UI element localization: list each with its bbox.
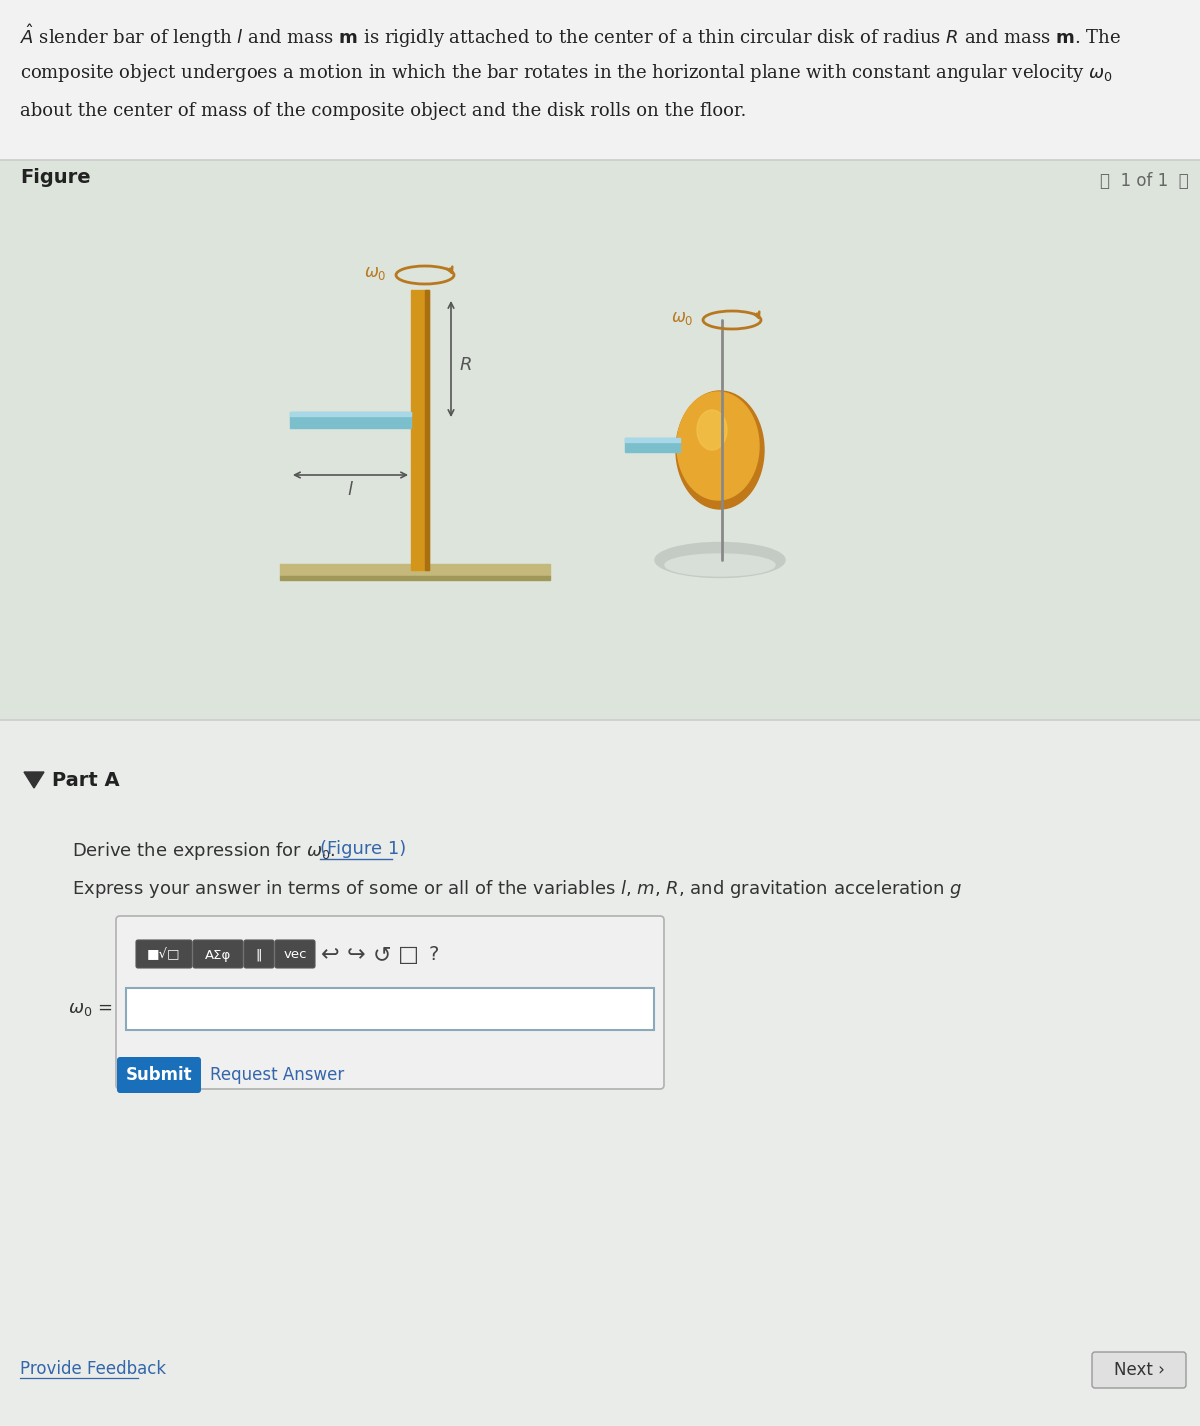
Text: AΣφ: AΣφ (205, 948, 232, 961)
Bar (0, 0, 1200, 160)
Text: composite object undergoes a motion in which the bar rotates in the horizontal p: composite object undergoes a motion in w… (20, 61, 1112, 84)
Text: ↺: ↺ (373, 945, 391, 965)
Ellipse shape (677, 392, 760, 501)
Text: $\hat{A}$ slender bar of length $l$ and mass $\mathbf{m}$ is rigidly attached to: $\hat{A}$ slender bar of length $l$ and … (20, 21, 1121, 50)
FancyBboxPatch shape (1092, 1352, 1186, 1387)
Ellipse shape (676, 391, 764, 509)
Bar (280, 576, 550, 580)
Text: (Figure 1): (Figure 1) (320, 840, 407, 858)
Ellipse shape (655, 542, 785, 578)
FancyBboxPatch shape (275, 940, 314, 968)
Ellipse shape (697, 411, 727, 451)
Text: Request Answer: Request Answer (210, 1067, 344, 1084)
FancyBboxPatch shape (116, 915, 664, 1089)
Bar (0, 160, 1200, 720)
Text: about the center of mass of the composite object and the disk rolls on the floor: about the center of mass of the composit… (20, 103, 746, 120)
Bar (280, 565, 550, 576)
Bar (425, 289, 430, 570)
Text: Submit: Submit (126, 1067, 192, 1084)
Text: 〈  1 of 1  〉: 〈 1 of 1 〉 (1100, 173, 1189, 190)
FancyBboxPatch shape (244, 940, 274, 968)
Text: $\omega_0$: $\omega_0$ (365, 264, 386, 282)
FancyBboxPatch shape (126, 988, 654, 1030)
Bar (625, 438, 680, 442)
FancyBboxPatch shape (136, 940, 192, 968)
Bar (0, 720, 1200, 1426)
FancyBboxPatch shape (193, 940, 242, 968)
Text: ‖: ‖ (256, 948, 263, 961)
Bar (290, 412, 410, 428)
Text: Figure: Figure (20, 168, 91, 187)
Polygon shape (24, 771, 44, 789)
Text: $R$: $R$ (458, 356, 472, 374)
Bar (410, 289, 430, 570)
Text: Express your answer in terms of some or all of the variables $l$, $m$, $R$, and : Express your answer in terms of some or … (72, 878, 962, 900)
Bar (0, 720, 1200, 1426)
Text: Next ›: Next › (1114, 1360, 1164, 1379)
Ellipse shape (665, 553, 775, 576)
Text: Part A: Part A (52, 770, 120, 790)
Text: $\omega_0$ =: $\omega_0$ = (67, 1000, 112, 1018)
Text: Derive the expression for $\omega_0$.: Derive the expression for $\omega_0$. (72, 840, 337, 861)
Text: ■√□: ■√□ (148, 948, 181, 961)
Text: ?: ? (428, 945, 439, 964)
Text: vec: vec (283, 948, 307, 961)
Text: □: □ (397, 945, 419, 965)
Bar (625, 438, 680, 452)
Text: $\omega_0$: $\omega_0$ (672, 309, 694, 327)
Bar (290, 412, 410, 416)
Text: ↪: ↪ (347, 945, 365, 965)
Text: Provide Feedback: Provide Feedback (20, 1360, 166, 1378)
FancyBboxPatch shape (118, 1057, 202, 1092)
Text: ↩: ↩ (320, 945, 340, 965)
Text: $l$: $l$ (347, 481, 354, 499)
